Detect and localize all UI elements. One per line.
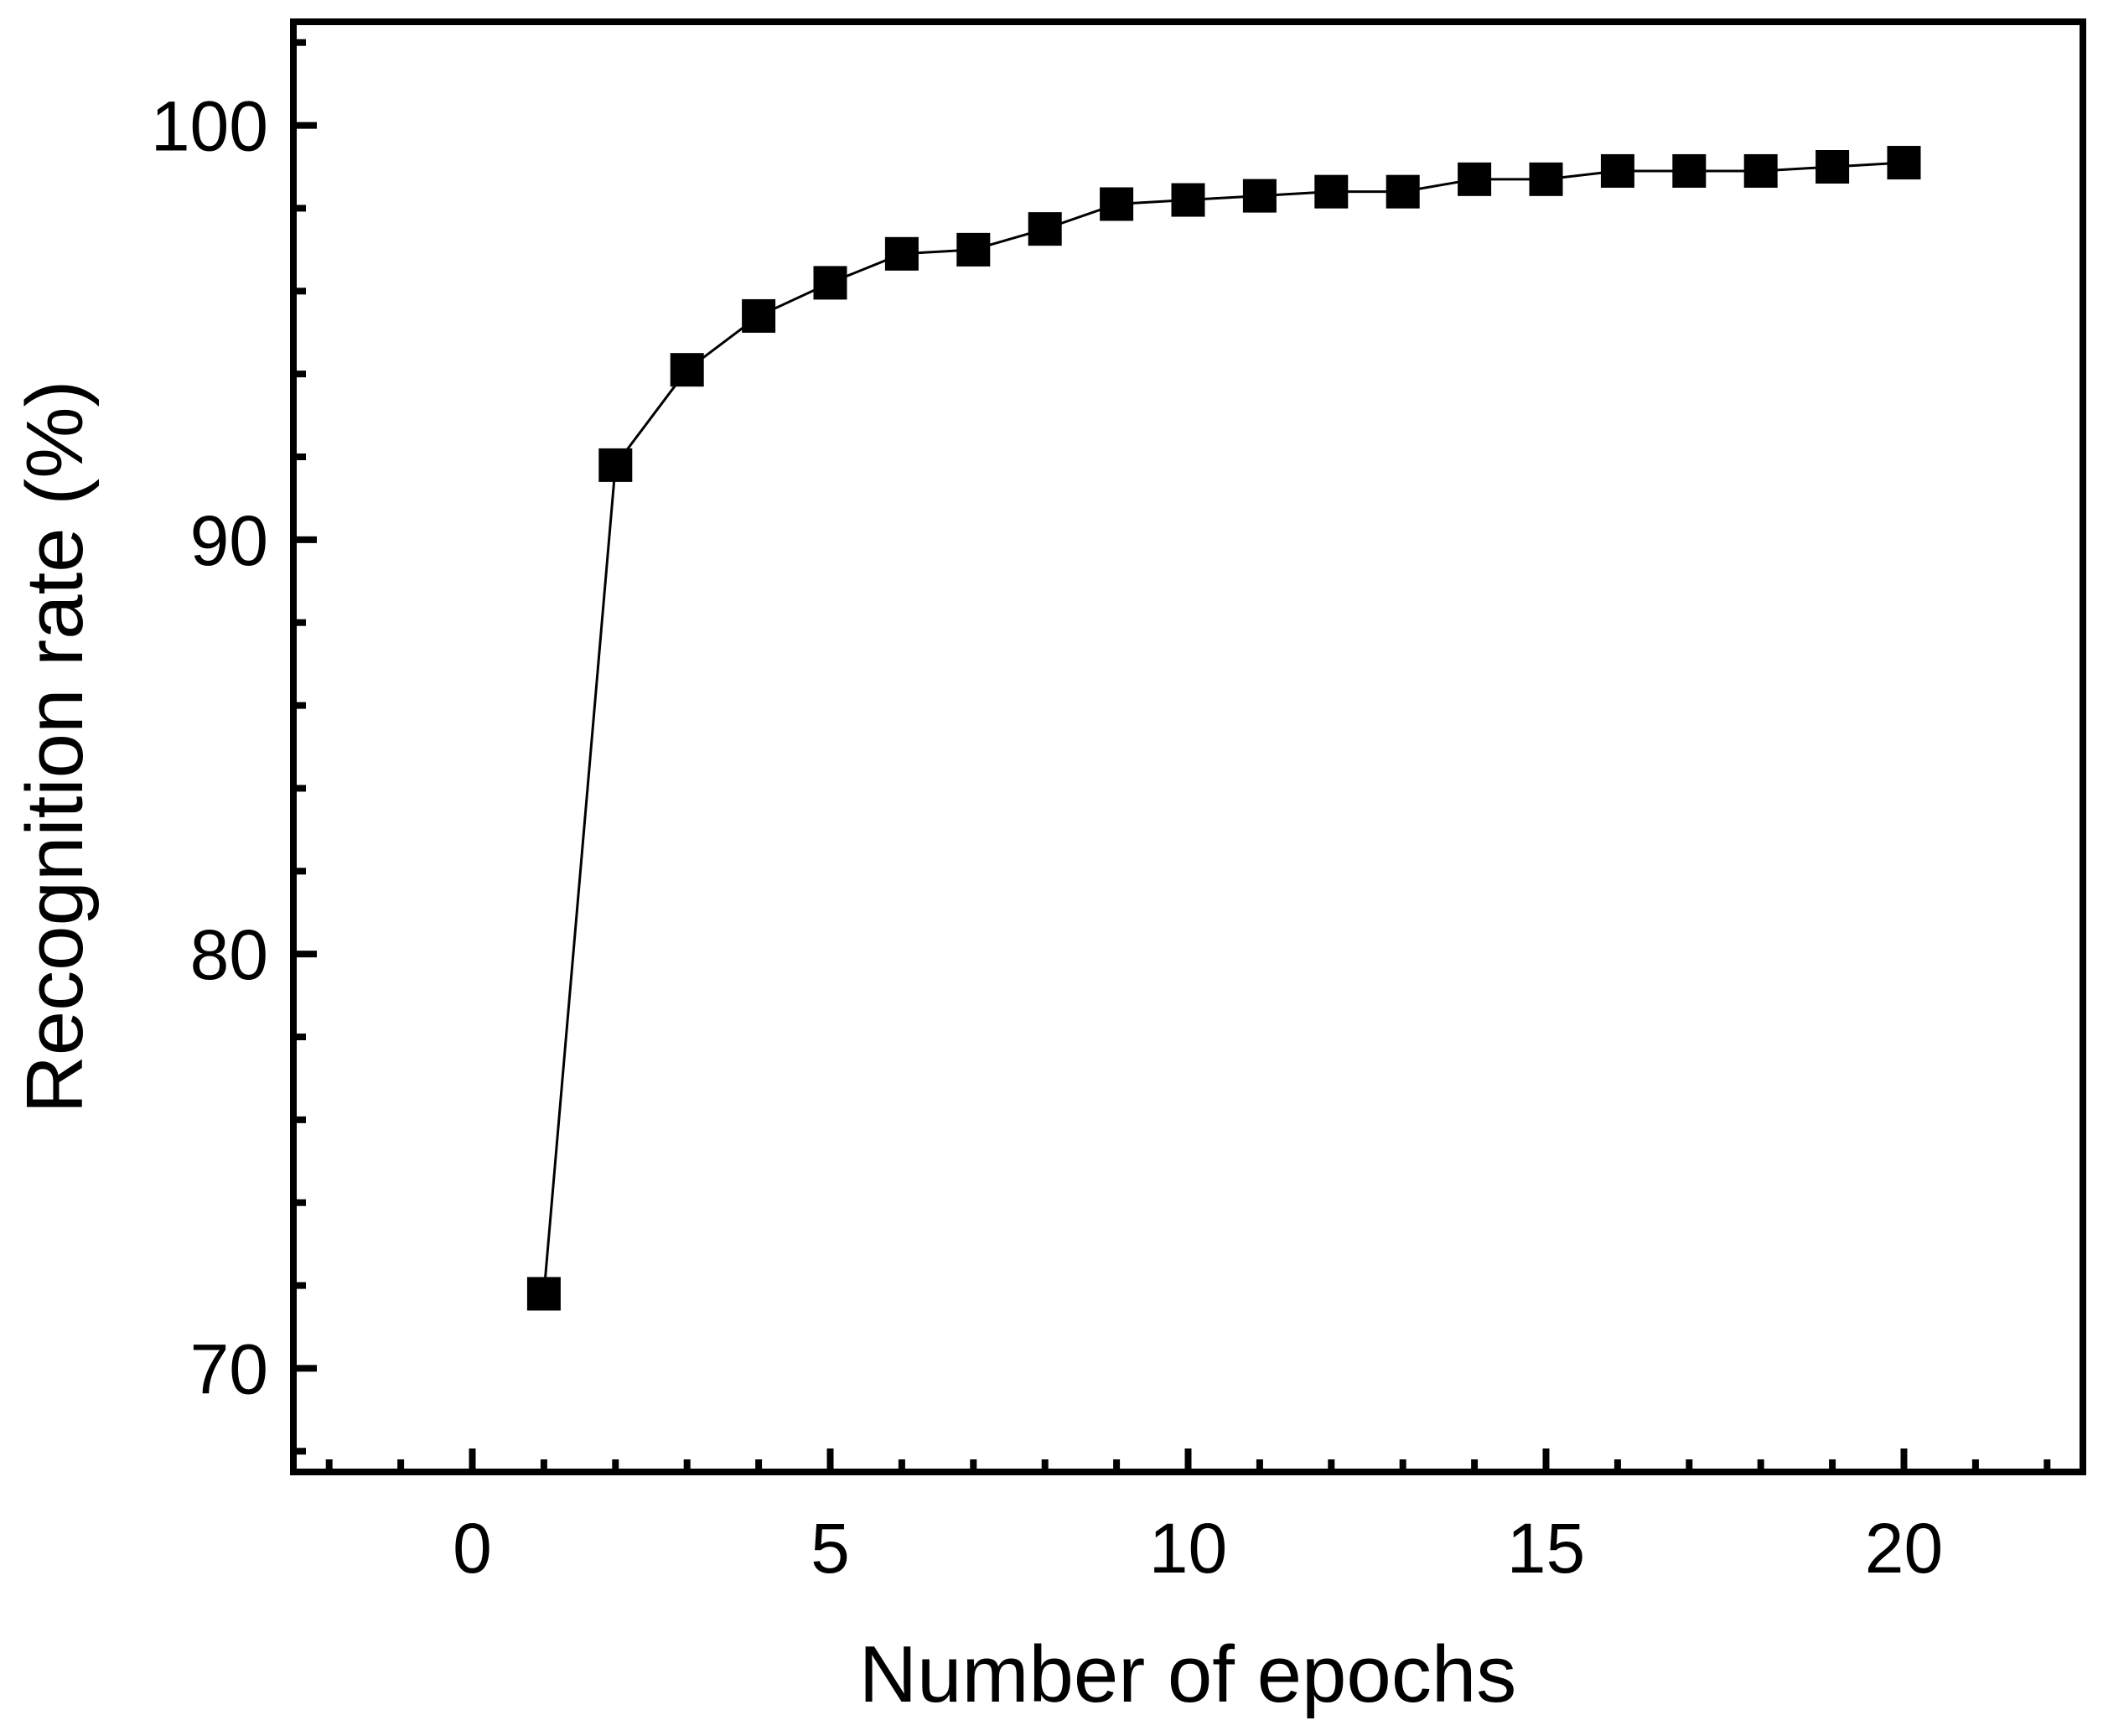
y-tick-label: 80: [190, 915, 268, 994]
data-point: [1743, 153, 1778, 188]
ticks-layer: [293, 39, 2051, 1472]
data-point: [670, 353, 704, 387]
x-tick-label: 20: [1865, 1509, 1943, 1588]
data-point: [1672, 153, 1707, 188]
data-point: [526, 1277, 561, 1311]
data-point: [1386, 174, 1420, 209]
data-point: [742, 298, 776, 333]
x-tick-label: 10: [1149, 1509, 1227, 1588]
data-point: [1242, 179, 1277, 213]
x-tick-label: 5: [811, 1509, 850, 1588]
data-point: [1816, 150, 1850, 184]
data-point: [1314, 174, 1349, 209]
y-axis-title: Recognition rate (%): [10, 380, 100, 1113]
y-tick-label: 90: [190, 501, 268, 580]
data-point: [598, 448, 633, 482]
data-point: [1458, 162, 1492, 196]
y-tick-label: 70: [190, 1329, 268, 1408]
data-point: [1171, 183, 1205, 217]
data-point: [1529, 162, 1563, 196]
series-line-segment: [542, 464, 617, 1294]
x-tick-label: 0: [453, 1509, 492, 1588]
data-point: [884, 236, 919, 271]
data-point: [956, 232, 991, 267]
plot-frame: [290, 18, 2086, 1475]
y-tick-label: 100: [151, 87, 268, 166]
data-point: [1887, 146, 1921, 180]
data-point: [1028, 212, 1062, 246]
tick-label-layer: 0 5 10 15 20 70 80 90 100: [151, 87, 1943, 1588]
data-point: [1600, 153, 1634, 188]
x-tick-label: 15: [1507, 1509, 1585, 1588]
series-marker-layer: [526, 146, 1921, 1311]
data-point: [813, 266, 847, 300]
x-axis-title: Number of epochs: [859, 1630, 1516, 1719]
data-point: [1100, 187, 1134, 221]
